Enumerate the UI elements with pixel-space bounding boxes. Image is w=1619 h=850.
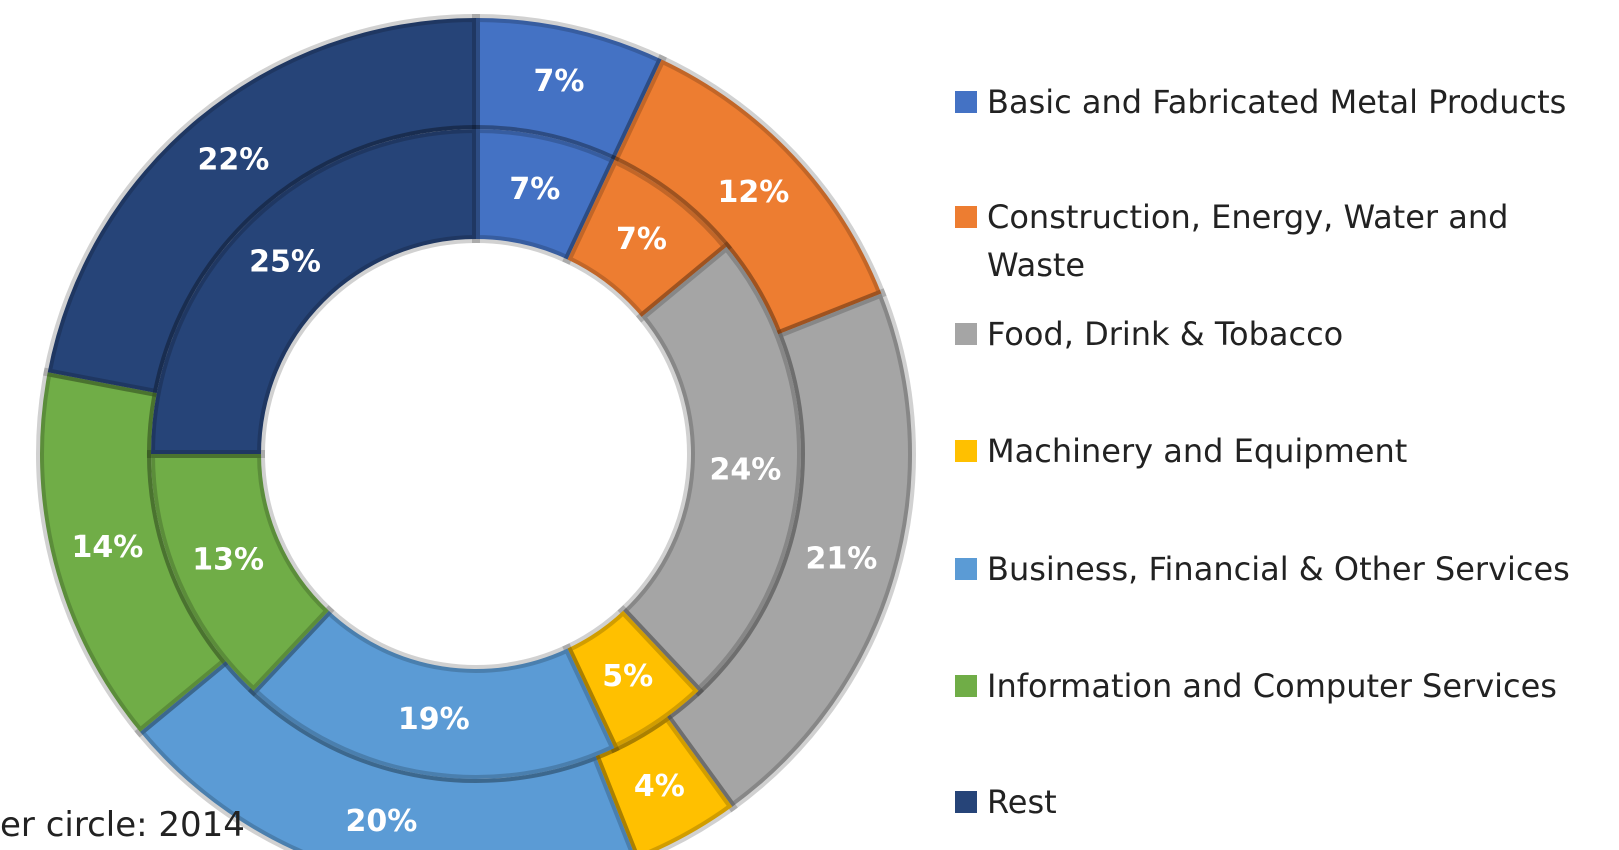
legend-swatch bbox=[955, 791, 977, 813]
donut-segment bbox=[146, 450, 335, 697]
data-label: 7% bbox=[534, 64, 585, 99]
legend-item: Rest bbox=[955, 778, 1575, 826]
legend-swatch bbox=[955, 675, 977, 697]
data-label: 5% bbox=[602, 659, 653, 694]
data-label: 7% bbox=[616, 222, 667, 257]
donut-segment bbox=[617, 241, 805, 697]
donut-segment bbox=[134, 655, 638, 850]
legend-swatch bbox=[955, 440, 977, 462]
donut-segment bbox=[146, 124, 480, 458]
legend-item: Basic and Fabricated Metal Products bbox=[955, 78, 1575, 126]
donut-segment bbox=[562, 154, 733, 323]
data-label: 12% bbox=[717, 175, 789, 210]
data-label: 14% bbox=[72, 530, 144, 565]
data-label: 25% bbox=[249, 245, 321, 280]
legend-swatch bbox=[955, 323, 977, 345]
data-label: 13% bbox=[192, 543, 264, 578]
legend-label: Information and Computer Services bbox=[987, 667, 1557, 705]
legend-item: Food, Drink & Tobacco bbox=[955, 310, 1575, 358]
annotation: er circle: 2014 bbox=[0, 805, 245, 845]
legend-label: Machinery and Equipment bbox=[987, 432, 1408, 470]
legend-label: Construction, Energy, Water and Waste bbox=[987, 198, 1509, 284]
donut-segment bbox=[472, 124, 620, 265]
data-label: 22% bbox=[198, 142, 270, 177]
legend-label: Business, Financial & Other Services bbox=[987, 550, 1570, 588]
legend-swatch bbox=[955, 206, 977, 228]
donut-chart: 7% 12% 21% 4% 20% 14% 22% 7% 7% 24% 5% 19% 13% 25% bbox=[36, 13, 916, 850]
data-label: 21% bbox=[805, 542, 877, 577]
data-label: 4% bbox=[634, 769, 685, 804]
legend-swatch bbox=[955, 558, 977, 580]
donut-segment bbox=[247, 605, 620, 783]
data-label: 20% bbox=[345, 804, 417, 839]
legend-item: Business, Financial & Other Services bbox=[955, 545, 1575, 593]
legend-label: Food, Drink & Tobacco bbox=[987, 315, 1344, 353]
legend-label: Rest bbox=[987, 783, 1057, 821]
data-label: 24% bbox=[710, 452, 782, 487]
data-label: 19% bbox=[398, 702, 470, 737]
legend-label: Basic and Fabricated Metal Products bbox=[987, 83, 1567, 121]
legend-item: Machinery and Equipment bbox=[955, 427, 1575, 475]
data-label: 7% bbox=[509, 172, 560, 207]
legend-item: Construction, Energy, Water and Waste bbox=[955, 193, 1575, 289]
legend-item: Information and Computer Services bbox=[955, 662, 1575, 710]
legend-swatch bbox=[955, 91, 977, 113]
